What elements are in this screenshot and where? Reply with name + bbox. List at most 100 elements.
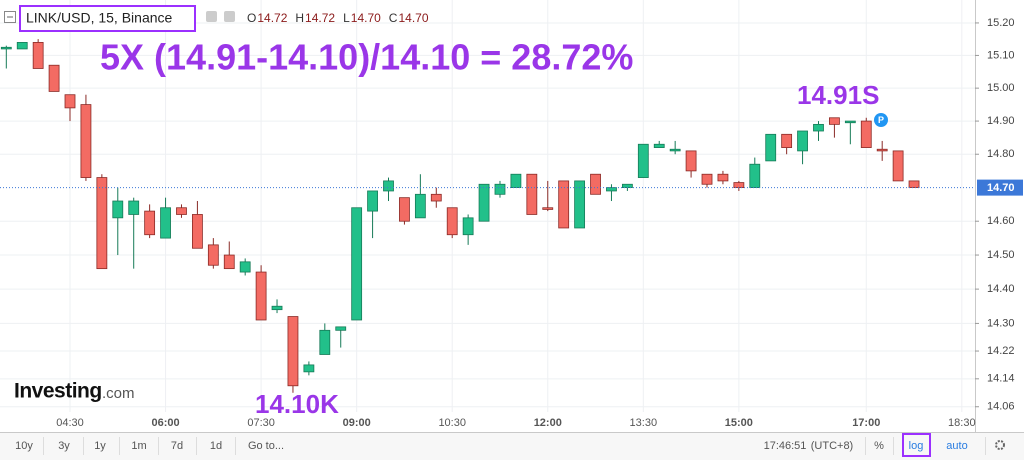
y-tick-label: 14.50 — [987, 249, 1015, 261]
goto-button[interactable]: Go to... — [248, 440, 284, 452]
y-tick-label: 14.06 — [987, 401, 1015, 413]
candle-body — [781, 133, 793, 148]
candle-body — [542, 207, 554, 210]
candle-body — [446, 207, 458, 236]
ohlc-value: 14.72 — [257, 11, 287, 25]
last-price-label: 14.70 — [987, 182, 1015, 194]
candle-body — [701, 173, 713, 185]
candle-body — [16, 42, 28, 50]
candle-body — [383, 180, 394, 192]
clock: 17:46:51 — [764, 440, 807, 452]
x-tick-label: 09:00 — [343, 417, 371, 429]
ohlc-key: O — [247, 11, 256, 25]
candle-body — [733, 182, 745, 189]
marker-badge[interactable] — [874, 113, 888, 127]
watermark-brand: Investing — [14, 380, 102, 403]
ohlc-key: H — [295, 11, 304, 25]
candle-body — [510, 173, 522, 189]
ohlc-legend: O 14.72 H 14.72 L 14.70 C 14.70 — [247, 11, 429, 25]
candle-body — [606, 187, 617, 192]
candle-body — [892, 150, 904, 182]
candle-body — [669, 148, 681, 152]
candle-body — [876, 148, 888, 152]
candle-body — [797, 130, 808, 152]
candle-body — [207, 244, 219, 266]
candle-body — [128, 200, 140, 215]
ohlc-key: L — [343, 11, 350, 25]
last-price-box — [977, 179, 1023, 196]
watermark-suffix: .com — [102, 385, 135, 402]
candle-body — [749, 163, 761, 189]
candle-body — [112, 200, 124, 219]
range-button[interactable]: 10y — [15, 440, 33, 452]
candle-body — [0, 46, 12, 50]
candle-body — [271, 305, 283, 311]
x-tick-label: 15:00 — [725, 417, 753, 429]
candle-body — [574, 180, 586, 229]
candle-body — [64, 94, 76, 109]
y-tick-label: 14.30 — [987, 317, 1015, 329]
y-tick-label: 14.60 — [987, 215, 1015, 227]
percent-toggle[interactable]: % — [874, 440, 884, 452]
candle-body — [176, 207, 187, 215]
candle-body — [32, 42, 44, 69]
highlight-box — [19, 5, 196, 32]
ohlc-key: C — [389, 11, 398, 25]
x-tick-label: 12:00 — [534, 417, 562, 429]
candle-body — [335, 326, 347, 331]
x-tick-label: 18:30 — [948, 417, 976, 429]
range-button[interactable]: 1d — [210, 440, 222, 452]
candle-body — [303, 364, 315, 373]
y-tick-label: 15.00 — [987, 82, 1015, 94]
candle-body — [223, 254, 235, 270]
candle-body — [160, 207, 171, 239]
log-toggle[interactable]: log — [909, 440, 924, 452]
candle-body — [287, 316, 299, 387]
candle-body — [637, 143, 649, 178]
settings-gear[interactable] — [995, 440, 1005, 450]
candle-body — [80, 104, 92, 178]
y-tick-label: 15.10 — [987, 49, 1015, 61]
candle-body — [685, 150, 697, 172]
auto-toggle[interactable]: auto — [946, 440, 967, 452]
candle-body — [48, 64, 60, 92]
toolbar — [0, 433, 1024, 460]
ohlc-value: 14.70 — [351, 11, 381, 25]
candle-body — [494, 183, 506, 195]
candle-body — [478, 183, 490, 222]
range-button[interactable]: 1y — [94, 440, 106, 452]
y-tick-label: 14.14 — [987, 373, 1015, 385]
y-tick-label: 14.22 — [987, 345, 1015, 357]
candle-body — [144, 210, 156, 236]
candle-body — [351, 207, 363, 321]
candle-body — [367, 190, 378, 212]
x-tick-label: 07:30 — [247, 417, 275, 429]
range-button[interactable]: 7d — [171, 440, 183, 452]
eye-icon[interactable] — [206, 11, 217, 22]
timezone[interactable]: (UTC+8) — [811, 440, 853, 452]
candle-body — [860, 120, 872, 148]
y-tick-label: 14.40 — [987, 283, 1015, 295]
candle-body — [399, 197, 410, 222]
candle-body — [414, 193, 426, 219]
candles — [0, 39, 920, 393]
candle-body — [239, 261, 251, 273]
range-button[interactable]: 3y — [58, 440, 70, 452]
candle-body — [590, 173, 601, 195]
settings-icon[interactable] — [224, 11, 235, 22]
axes: 04:30 06:00 07:30 09:00 10:30 12:00 13:30 15:00… — [0, 17, 1023, 429]
ohlc-value: 14.70 — [398, 11, 428, 25]
candle-body — [653, 143, 665, 148]
candle-body — [844, 120, 856, 124]
candle-body — [621, 183, 633, 189]
candle-body — [192, 214, 203, 249]
toolbar-items: 10y 3y 1y 1m 7d 1d Go to... — [15, 437, 284, 455]
x-tick-label: 04:30 — [56, 417, 84, 429]
candle-body — [765, 133, 777, 162]
candle-body — [462, 217, 474, 236]
candle-body — [829, 117, 840, 125]
marker-label: P — [878, 115, 884, 125]
range-button[interactable]: 1m — [131, 440, 146, 452]
symbol-title: LINK/USD, 15, Binance — [26, 10, 173, 26]
x-tick-label: 13:30 — [630, 417, 658, 429]
